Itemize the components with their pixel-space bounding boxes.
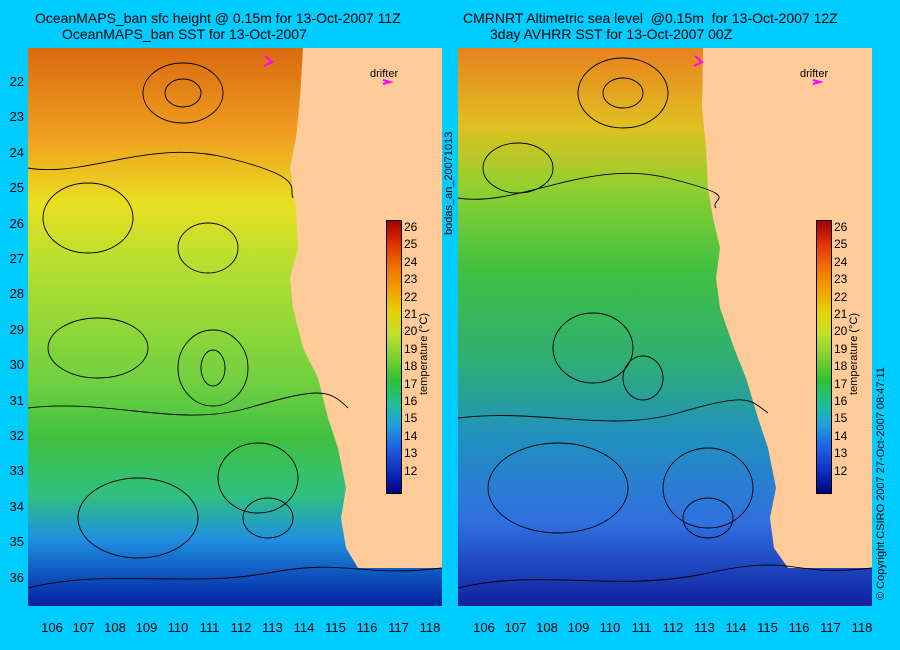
lon-tick-label: 107 xyxy=(504,620,527,635)
lat-tick-label: 24 xyxy=(9,144,24,160)
lon-tick-label: 115 xyxy=(757,620,778,635)
colorbar-tick-label: 17 xyxy=(404,376,418,391)
lon-tick-label: 110 xyxy=(167,620,189,635)
drifter-label: drifter xyxy=(370,68,399,80)
colorbar-tick-label: 13 xyxy=(404,446,418,461)
lon-tick-label: 114 xyxy=(725,620,747,635)
lon-tick-label: 118 xyxy=(419,620,441,635)
lat-tick-label: 29 xyxy=(9,321,24,337)
lon-tick-label: 111 xyxy=(631,620,652,635)
colorbar-tick-label: 18 xyxy=(834,359,848,374)
lon-tick-label: 112 xyxy=(230,620,252,635)
lon-tick-label: 107 xyxy=(72,620,95,635)
lon-tick-label: 112 xyxy=(662,620,684,635)
lon-tick-label: 109 xyxy=(567,620,590,635)
lat-tick-label: 33 xyxy=(9,463,24,479)
colorbar-tick-label: 16 xyxy=(404,394,418,408)
lon-tick-label: 117 xyxy=(388,620,409,635)
right-colorbar xyxy=(816,220,832,494)
lat-tick-label: 26 xyxy=(9,215,24,231)
left-map-svg xyxy=(28,48,442,606)
right-map-panel[interactable]: drifter xyxy=(458,48,872,606)
lat-tick-label: 36 xyxy=(9,569,24,585)
lat-tick-label: 28 xyxy=(9,286,24,302)
lon-tick-label: 117 xyxy=(820,620,841,635)
colorbar-tick-label: 20 xyxy=(834,324,848,339)
drifter-legend-marker xyxy=(382,79,394,85)
land-mass xyxy=(290,48,442,568)
colorbar-tick-label: 14 xyxy=(834,428,848,443)
colorbar-tick-label: 17 xyxy=(834,376,848,391)
lat-tick-label: 35 xyxy=(9,534,24,550)
lon-tick-label: 114 xyxy=(293,620,315,635)
colorbar-tick-label: 23 xyxy=(834,272,848,287)
left-colorbar xyxy=(386,220,402,494)
left-title-line2: OceanMAPS_ban SST for 13-Oct-2007 xyxy=(62,26,307,42)
copyright-label: © Copyright CSIRO 2007 27-Oct-2007 08:47… xyxy=(875,367,887,600)
colorbar-tick-label: 24 xyxy=(834,254,848,269)
colorbar-tick-label: 22 xyxy=(834,289,848,304)
lat-tick-label: 25 xyxy=(9,180,24,196)
colorbar-tick-label: 18 xyxy=(404,359,418,374)
colorbar-tick-label: 15 xyxy=(834,411,848,426)
lon-tick-label: 108 xyxy=(104,620,126,635)
right-title-line2: 3day AVHRR SST for 13-Oct-2007 00Z xyxy=(490,26,733,42)
right-colorbar-label: temperature (°C) xyxy=(848,312,860,395)
colorbar-tick-label: 22 xyxy=(404,289,418,304)
colorbar-tick-label: 21 xyxy=(404,307,418,321)
left-colorbar-label: temperature (°C) xyxy=(418,312,430,395)
colorbar-tick-label: 26 xyxy=(834,220,848,234)
colorbar-tick-label: 19 xyxy=(404,341,418,356)
drifter-marker xyxy=(693,55,704,67)
lon-tick-label: 118 xyxy=(851,620,873,635)
right-title-line1: CMRNRT Altimetric sea level @0.15m for 1… xyxy=(463,10,838,26)
colorbar-tick-label: 12 xyxy=(404,463,418,478)
drifter-legend-marker xyxy=(812,79,824,85)
lat-tick-label: 30 xyxy=(9,357,24,373)
colorbar-tick-label: 25 xyxy=(834,237,848,252)
lat-tick-label: 32 xyxy=(9,428,24,443)
lon-tick-label: 116 xyxy=(788,620,810,635)
colorbar-tick-label: 12 xyxy=(834,463,848,478)
lon-tick-label: 115 xyxy=(325,620,346,635)
colorbar-tick-label: 14 xyxy=(404,428,418,443)
colorbar-tick-label: 19 xyxy=(834,341,848,356)
colorbar-tick-label: 13 xyxy=(834,446,848,461)
lat-tick-label: 22 xyxy=(9,74,24,89)
left-map-panel[interactable]: drifter xyxy=(28,48,442,606)
lon-tick-label: 113 xyxy=(694,620,715,635)
left-title-line1: OceanMAPS_ban sfc height @ 0.15m for 13-… xyxy=(35,10,401,26)
sea-level-contours xyxy=(458,57,872,589)
lon-tick-label: 116 xyxy=(356,620,378,635)
middle-run-label: bodas_an_20071013 xyxy=(443,131,455,235)
lon-tick-label: 111 xyxy=(199,620,220,635)
drifter-label: drifter xyxy=(800,68,829,80)
lat-tick-label: 23 xyxy=(9,109,24,125)
lon-tick-label: 106 xyxy=(473,620,495,635)
colorbar-tick-label: 21 xyxy=(834,307,848,321)
colorbar-tick-label: 23 xyxy=(404,272,418,287)
colorbar-tick-label: 20 xyxy=(404,324,418,339)
lat-tick-label: 31 xyxy=(9,392,24,408)
colorbar-tick-label: 15 xyxy=(404,411,418,426)
lat-tick-label: 27 xyxy=(9,251,24,266)
lon-tick-label: 108 xyxy=(536,620,558,635)
lat-tick-label: 34 xyxy=(9,498,24,514)
colorbar-tick-label: 16 xyxy=(834,394,848,408)
lon-tick-label: 109 xyxy=(135,620,158,635)
colorbar-tick-label: 25 xyxy=(404,237,418,252)
sea-level-contours xyxy=(28,62,442,589)
lon-tick-label: 113 xyxy=(262,620,283,635)
colorbar-tick-label: 26 xyxy=(404,220,418,234)
lon-tick-label: 106 xyxy=(41,620,63,635)
drifter-marker xyxy=(263,55,274,67)
colorbar-tick-label: 24 xyxy=(404,254,418,269)
lon-tick-label: 110 xyxy=(599,620,621,635)
right-map-svg xyxy=(458,48,872,606)
